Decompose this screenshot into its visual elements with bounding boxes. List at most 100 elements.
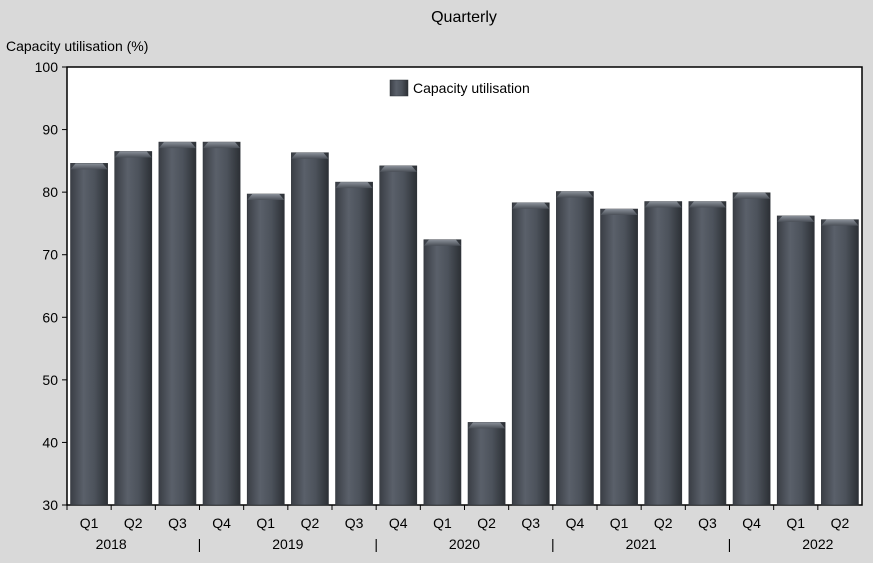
y-tick-label: 30	[42, 497, 58, 513]
bar	[114, 151, 153, 506]
bar-body	[556, 191, 594, 506]
bars-group	[66, 141, 859, 510]
bar-top-bevel	[247, 194, 285, 201]
y-tick-label: 70	[42, 247, 58, 263]
bar-body	[379, 165, 418, 506]
bar	[158, 141, 197, 506]
bar-top-bevel	[203, 142, 241, 149]
x-tick-label: Q2	[301, 515, 320, 531]
bar-top-bevel	[379, 165, 417, 172]
plot-area	[66, 66, 863, 506]
x-year-label: |	[728, 536, 732, 552]
x-year-label: 2018	[96, 536, 127, 552]
bar-body	[423, 239, 462, 506]
bar-top-bevel	[600, 209, 638, 216]
bar	[335, 181, 373, 506]
y-tick-label: 100	[35, 59, 59, 75]
bar-top-bevel	[733, 192, 771, 199]
bar-body	[335, 181, 373, 506]
legend: Capacity utilisation	[389, 79, 530, 97]
bar-body	[467, 422, 506, 506]
x-tick-label: Q2	[654, 515, 673, 531]
y-tick-label: 50	[42, 372, 58, 388]
chart-title: Quarterly	[431, 9, 497, 26]
bar-body	[158, 141, 197, 506]
bar	[600, 208, 638, 506]
bar-top-bevel	[114, 151, 152, 158]
x-year-label: 2022	[802, 536, 833, 552]
bar-body	[511, 202, 550, 506]
bar-body	[644, 201, 683, 506]
bar-top-bevel	[291, 152, 329, 159]
y-tick-label: 60	[42, 309, 58, 325]
bar-top-bevel	[777, 215, 815, 222]
bar-top-bevel	[688, 201, 726, 208]
bar	[423, 239, 462, 506]
x-tick-label: Q1	[256, 515, 275, 531]
bar-top-bevel	[468, 422, 506, 429]
x-tick-label: Q2	[477, 515, 496, 531]
x-year-label: |	[551, 536, 555, 552]
bar-body	[291, 152, 329, 506]
legend-swatch	[389, 79, 409, 97]
bar	[291, 152, 329, 506]
x-tick-label: Q2	[124, 515, 143, 531]
bar	[467, 422, 506, 506]
x-tick-label: Q4	[566, 515, 585, 531]
x-axis-labels: Q1 Q2 Q3 Q4 Q1 Q2 Q3 Q4 Q1 Q2 Q3 Q4 Q1 Q2 Q3 Q4 Q1 Q2 2018…	[80, 515, 850, 552]
bar	[776, 215, 815, 506]
x-tick-label: Q3	[521, 515, 540, 531]
bar-top-bevel	[512, 202, 550, 209]
x-tick-label: Q1	[433, 515, 452, 531]
bar	[70, 163, 108, 506]
x-year-label: |	[374, 536, 378, 552]
x-tick-label: Q1	[80, 515, 99, 531]
x-tick-label: Q1	[786, 515, 805, 531]
bar-body	[114, 151, 153, 506]
y-axis-ticks: 30 40 50 60 70 80 90 100	[35, 59, 67, 513]
x-tick-label: Q3	[698, 515, 717, 531]
bar-top-bevel	[70, 163, 108, 170]
bar-top-bevel	[821, 219, 859, 226]
bar	[644, 201, 683, 506]
bar-body	[732, 192, 771, 506]
bar	[556, 191, 594, 506]
bar-top-bevel	[335, 182, 373, 189]
bar-top-bevel	[644, 201, 682, 208]
bar-body	[202, 141, 241, 506]
x-tick-label: Q4	[742, 515, 761, 531]
bar-body	[600, 208, 638, 506]
bar-body	[688, 201, 727, 506]
bar	[246, 193, 285, 506]
bar	[511, 202, 550, 506]
x-year-label: 2020	[449, 536, 480, 552]
x-year-label: 2021	[626, 536, 657, 552]
y-tick-label: 90	[42, 122, 58, 138]
bar	[821, 219, 859, 506]
y-tick-label: 40	[42, 434, 58, 450]
bar	[688, 201, 727, 506]
x-tick-label: Q3	[168, 515, 187, 531]
bar	[379, 165, 418, 506]
bar-body	[821, 219, 859, 506]
bar	[202, 141, 241, 506]
bar-top-bevel	[158, 142, 196, 149]
bar-body	[246, 193, 285, 506]
x-tick-label: Q4	[212, 515, 231, 531]
bar	[732, 192, 771, 506]
x-tick-label: Q1	[610, 515, 629, 531]
y-axis-label: Capacity utilisation (%)	[6, 38, 148, 54]
bar-top-bevel	[423, 239, 461, 246]
x-tick-label: Q3	[345, 515, 364, 531]
bar-top-bevel	[556, 191, 594, 198]
bar-body	[776, 215, 815, 506]
y-tick-label: 80	[42, 184, 58, 200]
x-tick-label: Q4	[389, 515, 408, 531]
x-tick-label: Q2	[831, 515, 850, 531]
bar-body	[70, 163, 108, 506]
x-year-label: 2019	[272, 536, 303, 552]
legend-label-capacity-utilisation: Capacity utilisation	[413, 80, 530, 96]
x-year-label: |	[198, 536, 202, 552]
